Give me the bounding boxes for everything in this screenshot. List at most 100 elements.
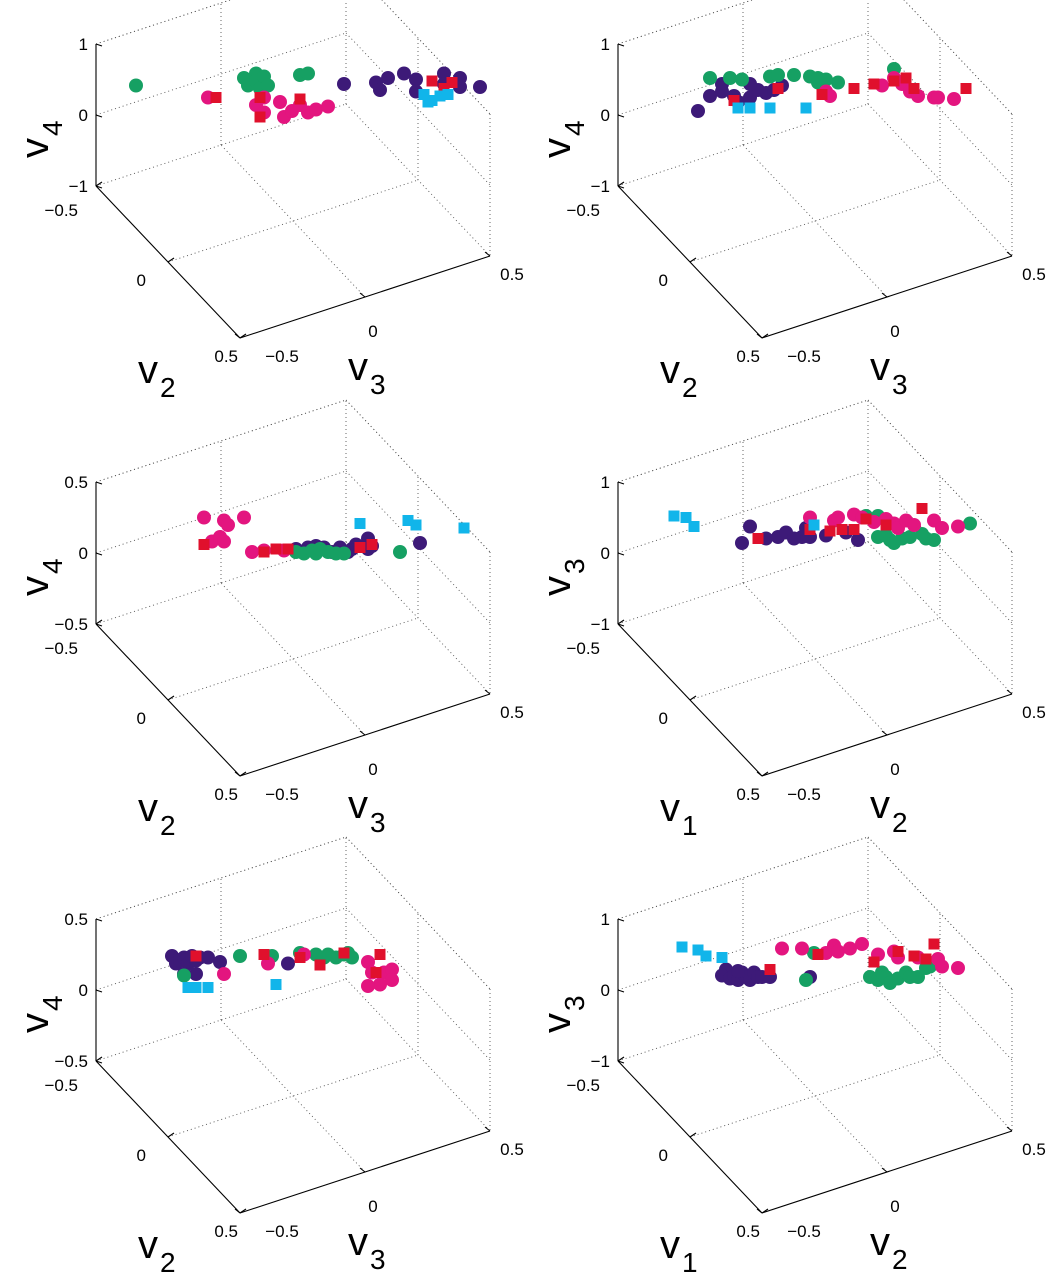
data-point — [960, 83, 972, 94]
vertical-tick — [617, 114, 625, 118]
series-red — [728, 72, 972, 106]
data-point — [824, 525, 836, 537]
vertical-axis-label-subscript: 3 — [559, 558, 590, 574]
data-point — [908, 950, 920, 962]
series-red — [210, 75, 458, 123]
vertical-tick — [95, 114, 103, 118]
data-point — [676, 941, 688, 953]
axes — [95, 918, 491, 1214]
left-axis-label-main: v — [138, 348, 158, 392]
data-point — [402, 515, 414, 526]
data-point — [422, 96, 434, 108]
grid-line — [220, 582, 366, 736]
left-tick-label: 0.5 — [736, 347, 760, 366]
data-point — [410, 519, 422, 531]
left-axis-label-main: v — [660, 786, 680, 830]
vertical-tick — [95, 623, 103, 627]
vertical-tick — [617, 481, 625, 485]
right-axis-label-subscript: 3 — [892, 369, 908, 400]
grid-line — [867, 32, 1013, 186]
right-tick-label: 0.5 — [1022, 1140, 1046, 1159]
left-tick — [761, 1208, 769, 1214]
vertical-tick-label: −0.5 — [54, 615, 88, 634]
data-point — [935, 959, 949, 974]
grid-line — [903, 0, 1013, 115]
left-axis-label-subscript: 1 — [682, 1247, 698, 1278]
data-point — [270, 543, 282, 555]
data-point — [691, 104, 705, 118]
right-tick — [359, 292, 366, 298]
grid-lines — [617, 0, 1013, 298]
data-point — [314, 959, 326, 971]
left-tick-label: 0.5 — [214, 347, 238, 366]
data-point — [880, 519, 892, 531]
data-point — [434, 90, 446, 102]
left-axis-label-subscript: 2 — [160, 372, 176, 403]
right-axis-label-main: v — [348, 783, 368, 827]
vertical-tick — [617, 552, 625, 556]
data-point — [928, 938, 940, 950]
left-tick — [95, 181, 103, 187]
data-point — [397, 66, 411, 81]
series-cyan — [418, 89, 454, 108]
right-axis-label-main: v — [870, 1220, 890, 1264]
grid-line — [742, 144, 888, 298]
series-red — [764, 938, 940, 975]
right-tick-label: 0.5 — [500, 703, 524, 722]
data-point — [816, 89, 828, 100]
left-tick — [761, 333, 769, 339]
data-point — [190, 982, 202, 993]
right-tick-label: −0.5 — [787, 1222, 821, 1241]
data-point — [851, 533, 865, 547]
data-point — [848, 524, 860, 535]
left-tick-label: 0 — [659, 271, 668, 290]
left-tick-label: 0 — [659, 709, 668, 728]
grid-line — [617, 399, 869, 483]
grid-line — [867, 470, 1013, 624]
vertical-axis-label-main: v — [535, 576, 579, 596]
right-tick — [1006, 251, 1013, 257]
right-tick — [881, 1167, 888, 1173]
data-point — [309, 102, 323, 117]
left-axis-label-subscript: 1 — [682, 810, 698, 841]
grid-line — [867, 907, 1013, 1061]
right-axis-label-main: v — [348, 1220, 368, 1264]
right-tick — [881, 730, 888, 736]
vertical-axis-label: v3 — [535, 995, 590, 1033]
vertical-axis-label-subscript: 4 — [37, 558, 68, 574]
data-point — [703, 71, 717, 85]
vertical-tick — [617, 989, 625, 993]
data-point — [473, 80, 487, 94]
right-tick-label: −0.5 — [787, 347, 821, 366]
data-point — [819, 72, 833, 87]
data-point — [217, 534, 231, 549]
grid-lines — [617, 836, 1013, 1173]
right-tick — [1006, 1126, 1013, 1132]
grid-line — [95, 836, 347, 920]
data-point — [361, 979, 375, 993]
data-point — [213, 955, 227, 969]
data-point — [258, 949, 270, 960]
data-point — [442, 89, 454, 100]
data-point — [393, 545, 407, 559]
data-point — [337, 77, 351, 91]
data-point — [282, 543, 294, 555]
right-tick — [756, 1208, 763, 1214]
series-green — [129, 66, 315, 96]
right-tick — [234, 333, 241, 339]
right-tick-label: 0 — [890, 1197, 899, 1216]
series-cyan — [668, 510, 820, 532]
right-tick-label: −0.5 — [265, 785, 299, 804]
left-tick — [167, 257, 175, 263]
right-tick-label: 0 — [368, 1197, 377, 1216]
right-axis-label-subscript: 3 — [370, 1244, 386, 1275]
right-tick-label: 0 — [890, 322, 899, 341]
vertical-axis-label: v4 — [535, 120, 590, 158]
